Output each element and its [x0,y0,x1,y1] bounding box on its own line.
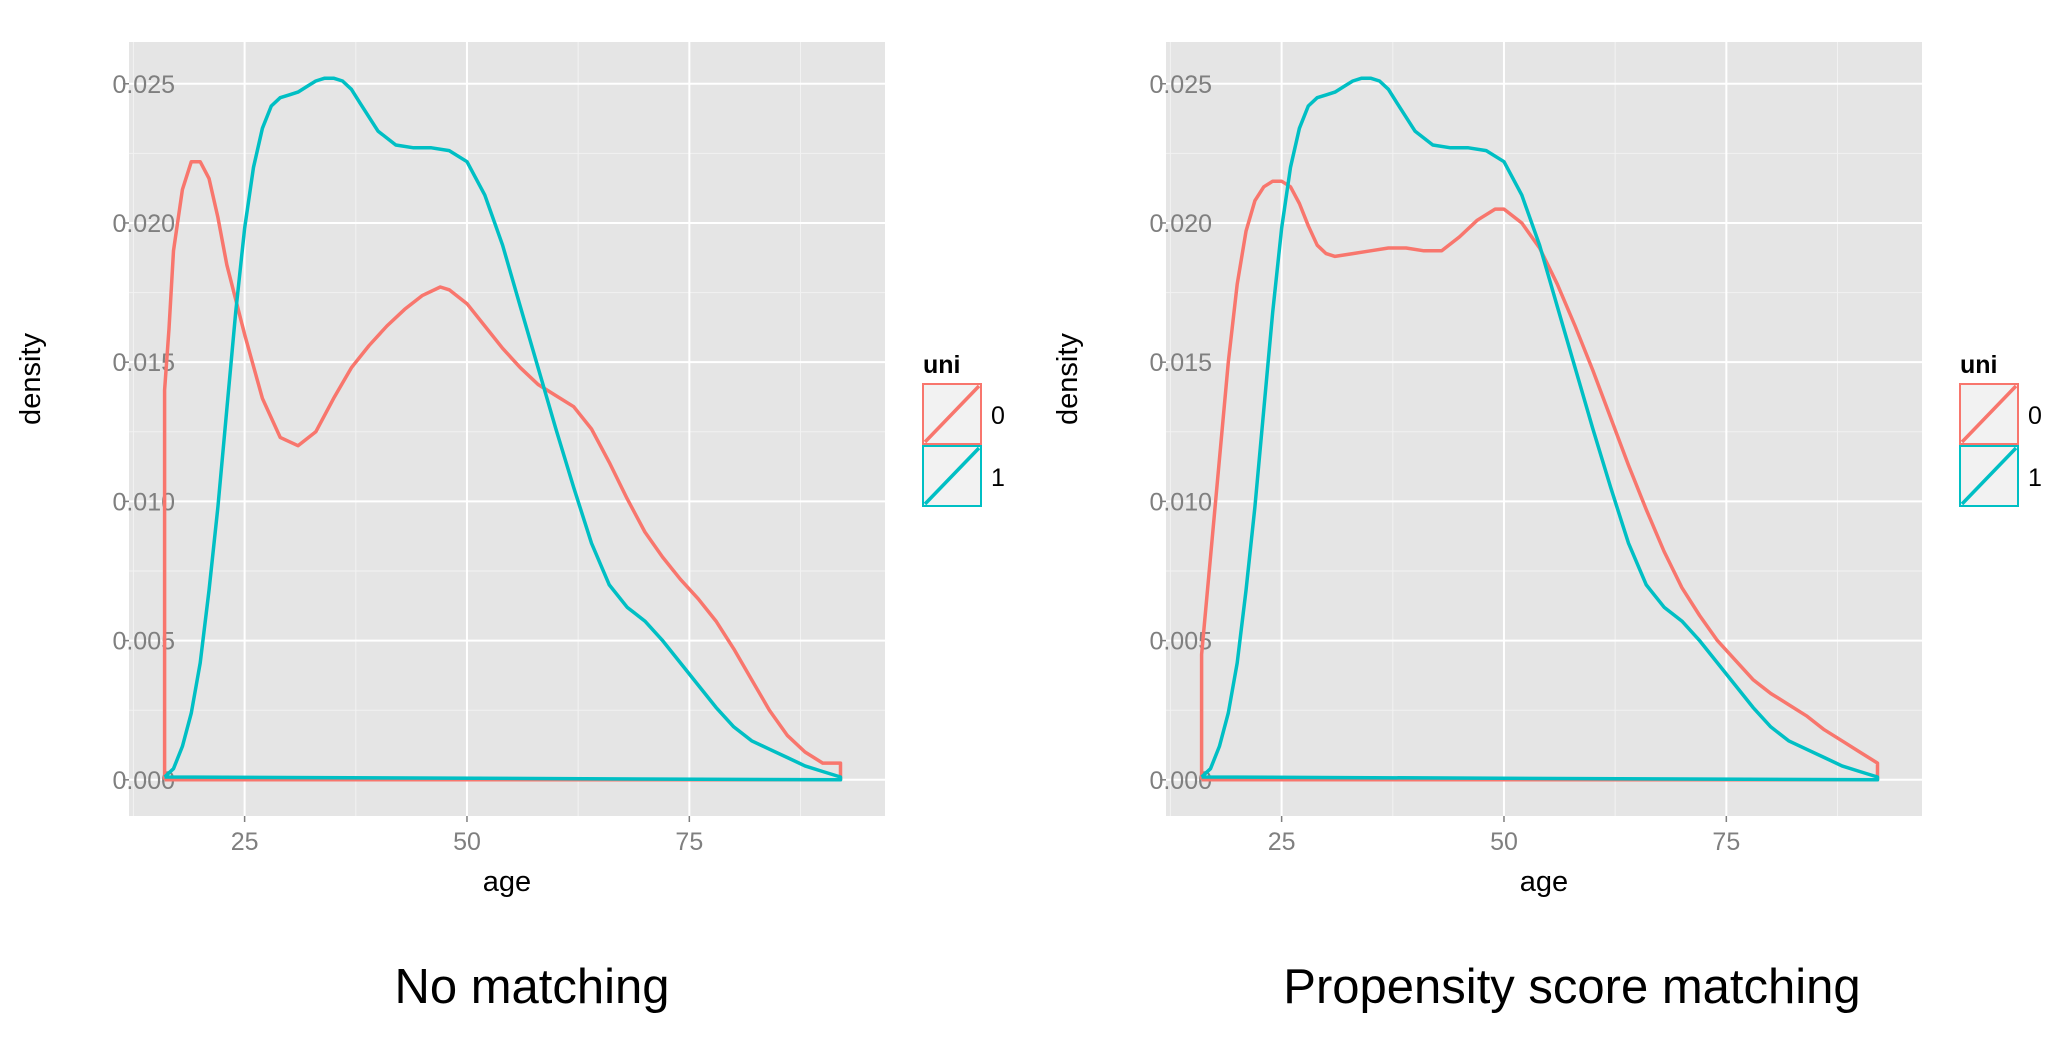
chart-no-matching: 25 50 750.0000.0050.0100.0150.0200.025aged… [15,42,1005,1014]
series-line-0 [162,159,843,782]
chart-caption: No matching [394,960,669,1014]
legend: uni 0 1 [1959,351,2042,507]
legend-title: uni [923,351,961,379]
legend: uni 0 1 [922,351,1005,507]
plot-panel [129,42,885,816]
y-tick-label: 0.010 [1149,488,1212,516]
y-tick-label: 0.020 [1149,210,1212,238]
x-tick-label: 50 [453,828,481,856]
legend-key-line [1960,446,2018,506]
legend-key-0 [922,383,982,445]
legend-label: 0 [991,402,1005,430]
x-tick-label: 75 [1712,828,1740,856]
chart-propensity-score-matching: 25 50 750.0000.0050.0100.0150.0200.025aged… [1052,42,2042,1014]
x-tick-label: 50 [1490,828,1518,856]
plot-panel [1166,42,1922,816]
x-axis-title: age [483,866,531,898]
legend-label: 1 [2028,464,2042,492]
x-tick-label: 75 [675,828,703,856]
legend-title: uni [1960,351,1998,379]
chart-caption: Propensity score matching [1283,960,1860,1014]
y-tick-label: 0.025 [1149,71,1212,99]
legend-label: 1 [991,464,1005,492]
y-axis-title: density [1052,333,1084,425]
series-line-1 [163,76,843,782]
legend-key-line [923,446,981,506]
legend-key-0 [1959,383,2019,445]
x-tick-label: 25 [1268,828,1296,856]
legend-key-line [1960,384,2018,444]
y-tick-label: 0.020 [112,210,175,238]
legend-key-line [923,384,981,444]
series-line-1 [1200,76,1880,782]
series-line-0 [1199,179,1880,782]
y-tick-label: 0.025 [112,71,175,99]
legend-label: 0 [2028,402,2042,430]
y-axis-title: density [15,333,47,425]
x-axis-title: age [1520,866,1568,898]
legend-key-1 [1959,445,2019,507]
x-tick-label: 25 [231,828,259,856]
y-tick-label: 0.015 [1149,349,1212,377]
legend-key-1 [922,445,982,507]
